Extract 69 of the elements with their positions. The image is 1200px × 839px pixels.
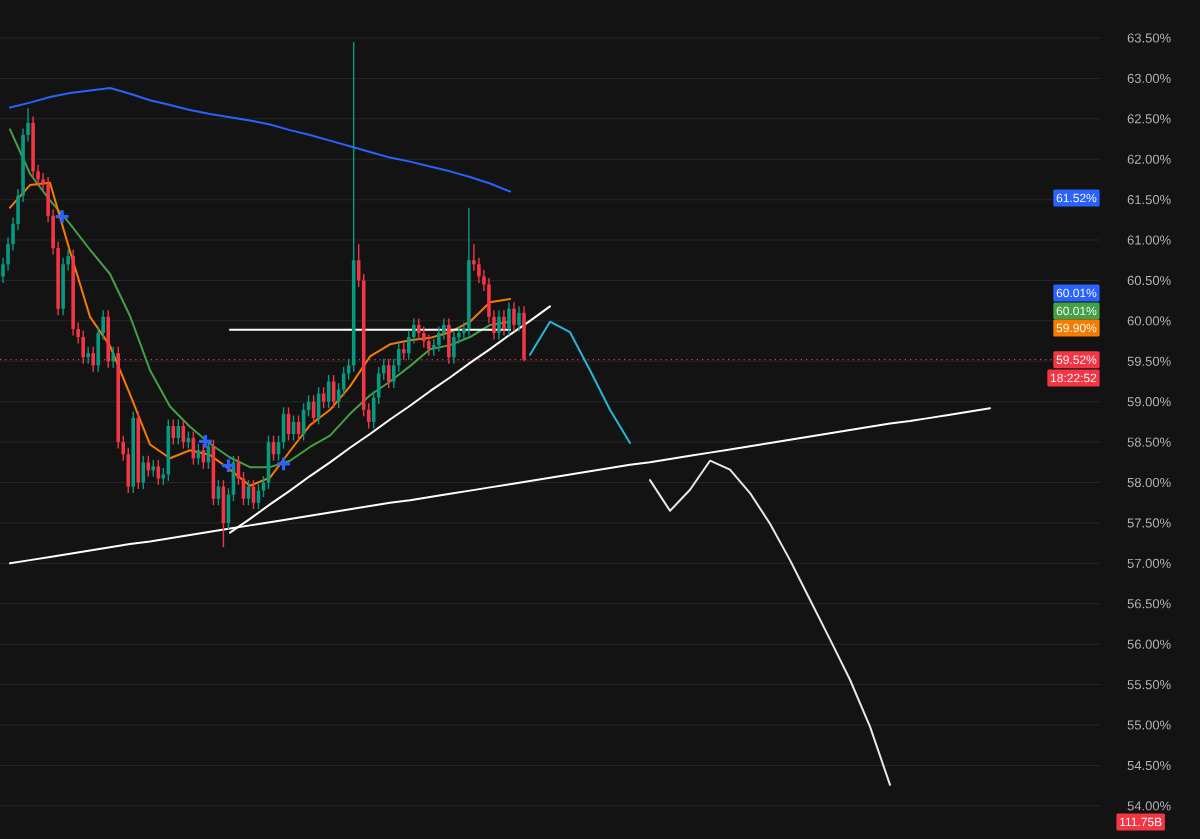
- annotation: 59.90%: [1056, 323, 1097, 333]
- candlestick: [507, 301, 511, 337]
- candlestick: [36, 164, 40, 187]
- candlestick: [492, 309, 496, 341]
- annotation: 18:22:52: [1051, 373, 1097, 383]
- y-tick-label: 56.00%: [1127, 639, 1171, 649]
- line-series: [649, 459, 892, 786]
- y-tick-label: 60.00%: [1127, 316, 1171, 326]
- candlestick: [417, 317, 421, 341]
- candlestick: [1, 257, 5, 284]
- y-tick-label: 55.00%: [1127, 720, 1171, 730]
- candlestick: [41, 172, 45, 191]
- candlestick: [452, 329, 456, 365]
- candlestick: [66, 249, 70, 272]
- candlestick: [121, 434, 126, 462]
- candlestick: [477, 257, 481, 284]
- text: 111.75B: [1120, 817, 1162, 827]
- candlestick: [26, 107, 30, 143]
- candlestick: [502, 309, 506, 337]
- candlestick: [101, 309, 106, 341]
- candlestick: [462, 321, 466, 341]
- candlestick: [76, 321, 80, 345]
- candlestick: [111, 346, 116, 369]
- candlestick: [482, 269, 486, 292]
- y-tick-label: 63.00%: [1127, 73, 1171, 83]
- y-tick-label: 57.00%: [1127, 558, 1171, 568]
- candlestick: [366, 402, 371, 430]
- line-series: [529, 320, 632, 444]
- candlestick: [427, 333, 431, 357]
- candlestick: [11, 216, 15, 252]
- y-tick-label: 59.50%: [1127, 356, 1171, 366]
- candlestick: [91, 346, 95, 373]
- candlestick: [517, 305, 521, 333]
- annotation: 61.52%: [1056, 193, 1097, 203]
- ref-line-label: 59.52%: [1056, 355, 1097, 364]
- candlestick: [86, 346, 90, 365]
- candlestick: [472, 243, 476, 272]
- candlestick: [442, 317, 446, 341]
- annotation: 60.01%: [1056, 306, 1097, 316]
- line-series: [9, 87, 512, 193]
- candlestick: [422, 325, 426, 349]
- y-tick-label: 56.50%: [1127, 599, 1171, 609]
- y-tick-label: 61.00%: [1127, 235, 1171, 245]
- candlestick: [497, 309, 501, 341]
- candlestick: [396, 342, 401, 373]
- y-tick-label: 57.50%: [1127, 518, 1171, 528]
- candlestick: [146, 455, 151, 478]
- annotation: 60.01%: [1056, 288, 1097, 298]
- y-tick-label: 60.50%: [1127, 275, 1171, 286]
- candlestick: [406, 329, 411, 361]
- y-tick-label: 59.00%: [1127, 397, 1171, 407]
- y-tick-label: 61.50%: [1127, 195, 1171, 205]
- y-tick-label: 58.00%: [1127, 477, 1171, 488]
- y-tick-label: 54.00%: [1127, 801, 1171, 811]
- candlestick: [432, 337, 436, 357]
- candlestick: [6, 236, 10, 272]
- candlestick: [141, 455, 146, 490]
- y-tick-label: 58.50%: [1127, 437, 1171, 447]
- y-tick-label: 55.50%: [1127, 680, 1171, 690]
- y-tick-label: 62.50%: [1127, 114, 1171, 124]
- candlestick: [457, 325, 461, 345]
- candlestick: [391, 358, 396, 389]
- candlestick: [411, 317, 416, 345]
- y-tick-label: 62.00%: [1127, 154, 1171, 164]
- candlestick: [512, 301, 516, 333]
- candlestick: [437, 325, 441, 353]
- y-tick-label: 54.50%: [1127, 760, 1171, 771]
- y-tick-label: 63.50%: [1127, 33, 1171, 43]
- candlestick: [381, 358, 386, 381]
